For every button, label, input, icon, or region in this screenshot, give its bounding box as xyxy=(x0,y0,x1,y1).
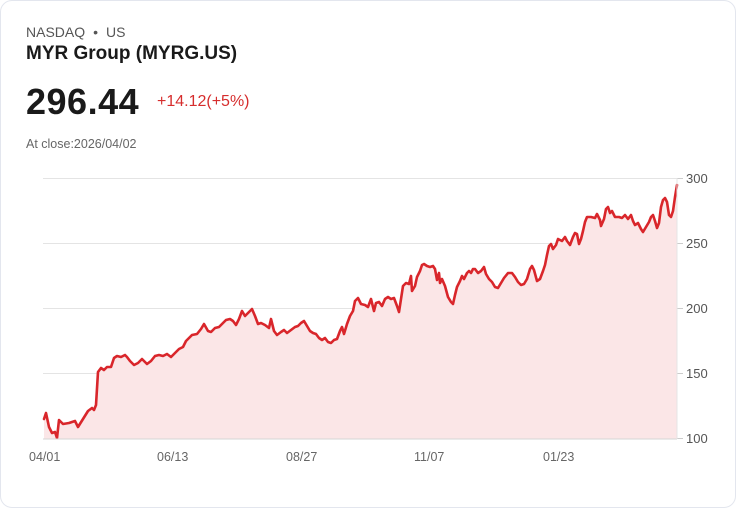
y-tick-label: 100 xyxy=(686,431,708,446)
y-tick-label: 150 xyxy=(686,366,708,381)
country-code: US xyxy=(106,24,126,40)
x-tick-label: 04/01 xyxy=(29,450,60,464)
x-tick-label: 11/07 xyxy=(414,450,444,464)
x-tick-label: 08/27 xyxy=(286,450,317,464)
y-tick-label: 300 xyxy=(686,171,708,186)
y-axis-labels: 300 250 200 150 100 xyxy=(686,171,708,446)
stock-title: MYR Group (MYRG.US) xyxy=(26,43,238,64)
price-line xyxy=(42,183,679,440)
separator-dot: • xyxy=(93,24,99,40)
y-tick-label: 250 xyxy=(686,236,708,251)
x-tick-label: 06/13 xyxy=(157,450,188,464)
price-area-fill xyxy=(44,185,677,439)
x-axis-labels: 04/01 06/13 08/27 11/07 01/23 xyxy=(29,450,574,464)
price-change: +14.12(+5%) xyxy=(157,93,250,110)
y-tick-label: 200 xyxy=(686,301,708,316)
exchange-line: NASDAQ • US xyxy=(26,24,125,40)
x-tick-label: 01/23 xyxy=(543,450,574,464)
exchange-name: NASDAQ xyxy=(26,24,86,40)
current-price: 296.44 xyxy=(26,81,140,122)
close-date: At close:2026/04/02 xyxy=(26,137,137,151)
y-tick-marks xyxy=(677,178,683,439)
